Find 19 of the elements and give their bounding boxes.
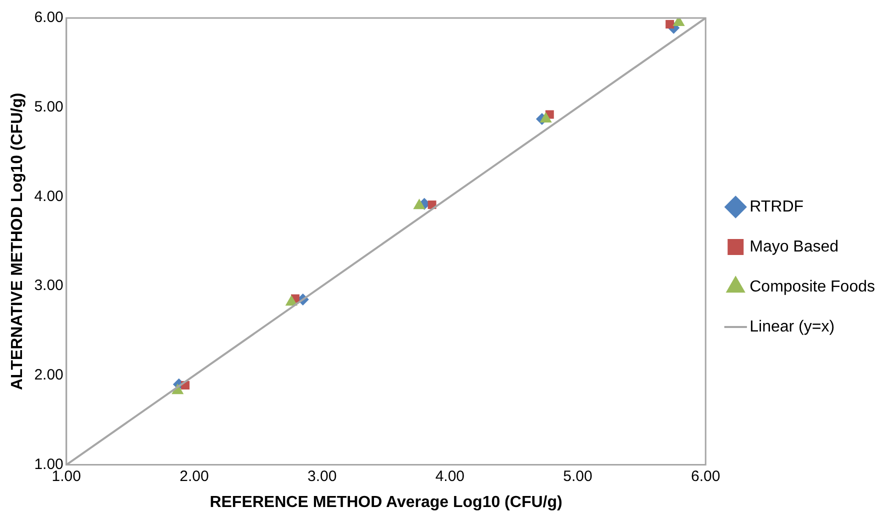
x-tick-label: 1.00 (52, 468, 81, 485)
y-tick-label: 3.00 (34, 277, 64, 294)
x-tick-label: 5.00 (563, 468, 592, 485)
legend-label: RTRDF (750, 198, 804, 216)
x-axis-title: REFERENCE METHOD Average Log10 (CFU/g) (210, 494, 562, 511)
y-tick-label: 5.00 (34, 98, 64, 116)
y-tick-label: 4.00 (34, 188, 64, 205)
legend-label: Composite Foods (750, 278, 875, 296)
y-axis-title: ALTERNATIVE METHOD Log10 (CFU/g) (9, 92, 26, 390)
y-tick-label: 2.00 (34, 366, 64, 384)
x-tick-label: 2.00 (180, 468, 209, 485)
x-tick-label: 3.00 (307, 468, 337, 485)
legend-label: Linear (y=x) (750, 318, 835, 336)
legend-label: Mayo Based (750, 238, 839, 256)
point (666, 20, 674, 28)
y-tick-label: 6.00 (34, 9, 64, 26)
x-tick-label: 6.00 (691, 468, 720, 485)
x-tick-label: 4.00 (435, 468, 465, 485)
point (413, 198, 426, 210)
